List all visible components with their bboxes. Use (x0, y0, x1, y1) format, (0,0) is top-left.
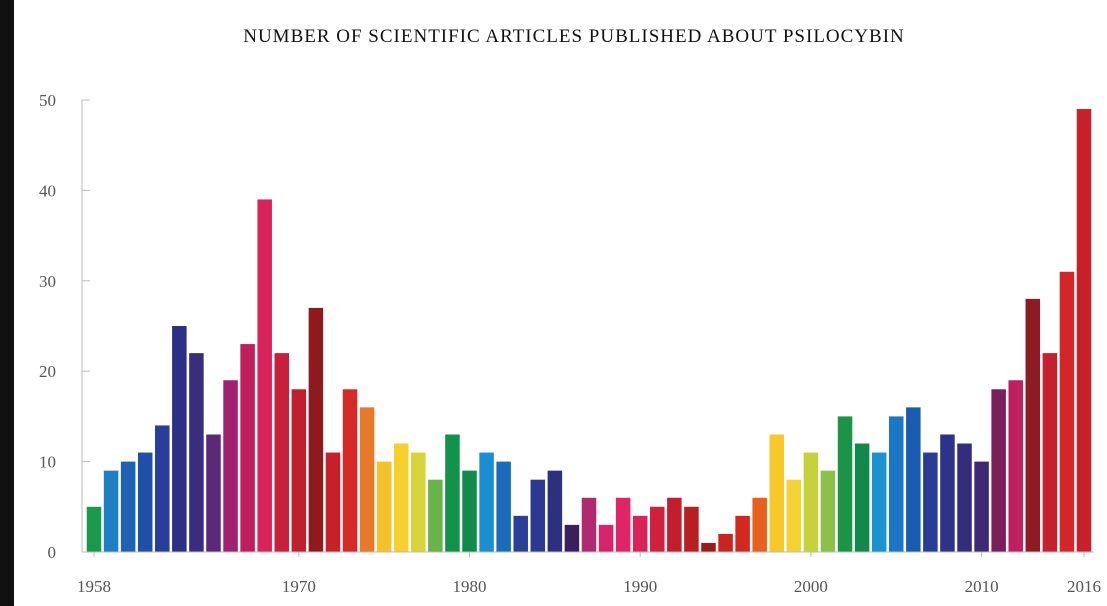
bar (564, 524, 580, 552)
bar (325, 452, 341, 552)
bar (291, 389, 307, 552)
bar (342, 389, 358, 552)
bar (1042, 353, 1058, 552)
bar (684, 506, 699, 552)
bar (137, 452, 153, 552)
x-tick-label: 1970 (282, 577, 316, 596)
y-tick-label: 10 (39, 453, 56, 472)
bar (769, 434, 785, 552)
bar (854, 443, 870, 552)
bar (1076, 109, 1092, 552)
bar (359, 407, 375, 552)
bar (871, 452, 887, 552)
bar (615, 497, 631, 552)
bar (991, 389, 1006, 552)
x-tick-label: 1958 (77, 577, 111, 596)
bar (803, 452, 819, 552)
x-tick-label: 2000 (794, 577, 828, 596)
y-tick-label: 40 (39, 181, 56, 200)
bar (530, 479, 546, 552)
bar (1059, 271, 1075, 552)
bar (462, 470, 477, 552)
bar (940, 434, 955, 552)
y-tick-label: 20 (39, 362, 56, 381)
bar (496, 461, 511, 552)
x-tick-label: 1980 (453, 577, 487, 596)
bar (86, 506, 102, 552)
bar (274, 353, 290, 552)
bar (155, 425, 170, 552)
x-tick-label: 2010 (965, 577, 999, 596)
bar (837, 416, 853, 552)
bar (650, 506, 665, 552)
bar (598, 524, 614, 552)
bar (308, 307, 324, 552)
bar (923, 452, 938, 552)
bar (240, 344, 255, 552)
bar (1025, 298, 1041, 552)
y-tick-label: 30 (39, 272, 56, 291)
bar (513, 515, 528, 552)
y-tick-label: 50 (39, 91, 56, 110)
background: NUMBER OF SCIENTIFIC ARTICLES PUBLISHED … (14, 0, 1107, 606)
bar (411, 452, 426, 552)
bar (667, 497, 682, 552)
bar (428, 479, 443, 552)
bar (257, 199, 272, 552)
bar (120, 461, 136, 552)
bar (103, 470, 119, 552)
bar (888, 416, 904, 552)
bar (172, 326, 187, 552)
bar (957, 443, 972, 552)
bar (701, 542, 716, 552)
bar (206, 434, 221, 552)
bar (393, 443, 409, 552)
bar (820, 470, 836, 552)
bar (376, 461, 392, 552)
bar (189, 353, 204, 552)
bar (445, 434, 460, 552)
y-tick-label: 0 (48, 543, 57, 562)
bar (735, 515, 750, 552)
bar (547, 470, 563, 552)
bar (581, 497, 597, 552)
bar (1008, 380, 1023, 552)
x-tick-label: 2016 (1067, 577, 1101, 596)
bar (752, 497, 767, 552)
bar (632, 515, 648, 552)
chart: NUMBER OF SCIENTIFIC ARTICLES PUBLISHED … (39, 26, 1101, 596)
bar (479, 452, 494, 552)
bar (786, 479, 802, 552)
chart-title: NUMBER OF SCIENTIFIC ARTICLES PUBLISHED … (243, 26, 905, 47)
x-tick-label: 1990 (623, 577, 657, 596)
bar (718, 533, 733, 552)
bar (974, 461, 989, 552)
bar (906, 407, 921, 552)
bar (223, 380, 238, 552)
